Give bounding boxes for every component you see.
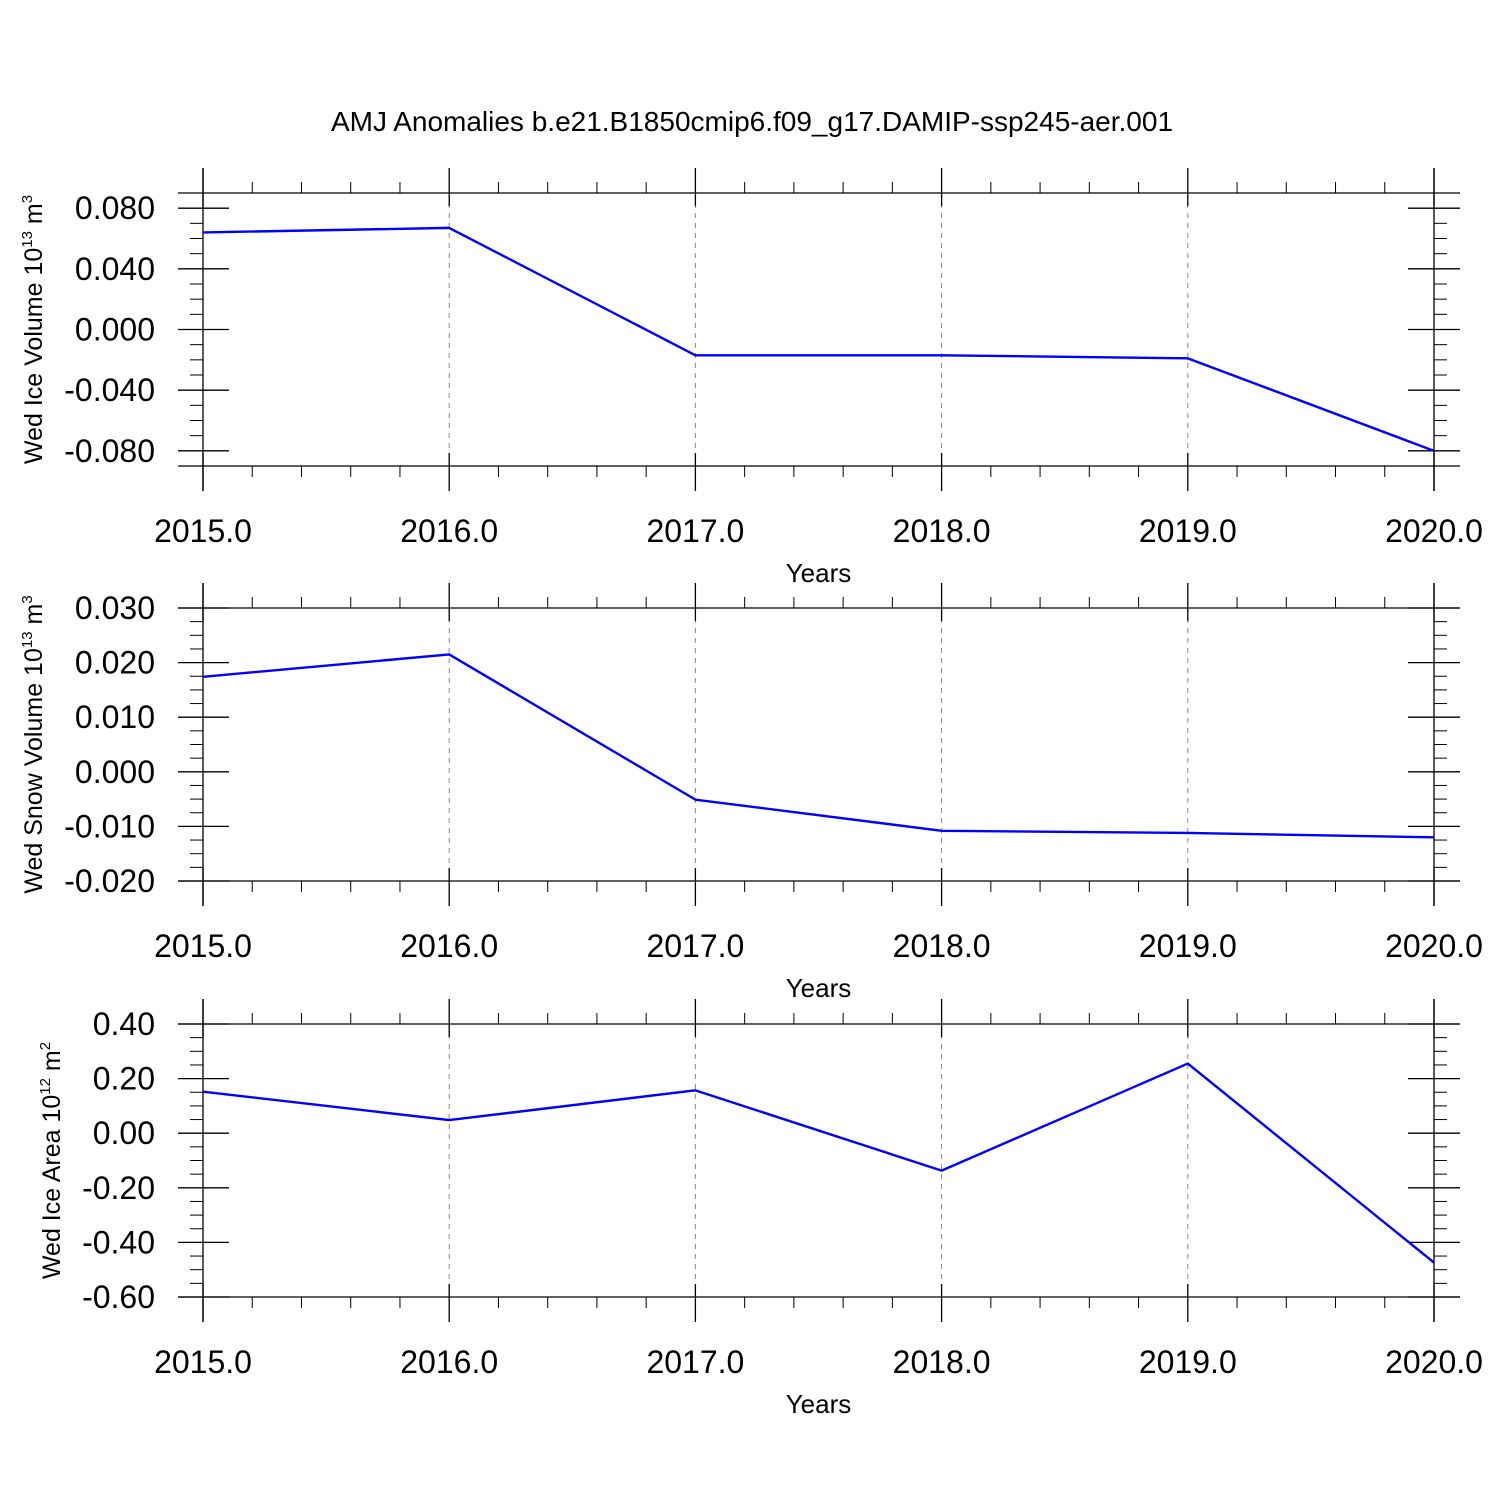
- x-tick-label: 2018.0: [893, 513, 991, 549]
- series-line: [202, 1062, 1435, 1264]
- series-line: [202, 226, 1435, 452]
- y-tick-label: -0.40: [82, 1224, 155, 1260]
- y-tick-label: -0.080: [64, 433, 155, 469]
- y-tick-label: 0.000: [75, 312, 155, 348]
- y-tick-label: 0.00: [93, 1115, 155, 1151]
- y-axis-title: Wed Snow Volume 1013 m3: [19, 595, 48, 893]
- x-tick-label: 2016.0: [400, 1344, 498, 1380]
- x-tick-label: 2020.0: [1385, 513, 1483, 549]
- y-tick-label: -0.20: [82, 1170, 155, 1206]
- x-tick-label: 2016.0: [400, 513, 498, 549]
- panel-3: 0.40 0.20 0.00 -0.20 -0.40 -0.60 2015.0 2016.0 2…: [37, 999, 1483, 1419]
- y-tick-label: 0.40: [93, 1006, 155, 1042]
- x-tick-label: 2017.0: [646, 513, 744, 549]
- y-tick-label: 0.030: [75, 590, 155, 626]
- y-tick-label: 0.080: [75, 190, 155, 226]
- figure-title: AMJ Anomalies b.e21.B1850cmip6.f09_g17.D…: [331, 106, 1173, 137]
- panels: 0.080 0.040 0.000 -0.040 -0.080 2015.0 2016.0 2…: [19, 168, 1483, 1419]
- x-tick-label: 2016.0: [400, 928, 498, 964]
- panel-2: 0.030 0.020 0.010 0.000 -0.010 -0.020 2015.0 20…: [19, 583, 1483, 1003]
- y-tick-label: -0.040: [64, 372, 155, 408]
- x-tick-label: 2018.0: [893, 928, 991, 964]
- x-axis-title: Years: [786, 973, 852, 1003]
- y-tick-label: -0.020: [64, 863, 155, 899]
- x-tick-label: 2019.0: [1139, 1344, 1237, 1380]
- y-tick-label: -0.010: [64, 808, 155, 844]
- y-tick-label: 0.000: [75, 754, 155, 790]
- x-tick-label: 2020.0: [1385, 928, 1483, 964]
- x-tick-label: 2020.0: [1385, 1344, 1483, 1380]
- x-tick-label: 2018.0: [893, 1344, 991, 1380]
- y-tick-label: 0.020: [75, 645, 155, 681]
- panel-1: 0.080 0.040 0.000 -0.040 -0.080 2015.0 2016.0 2…: [19, 168, 1483, 588]
- y-axis-title: Wed Ice Area 1012 m2: [37, 1042, 66, 1279]
- x-tick-label: 2015.0: [154, 513, 252, 549]
- y-tick-label: -0.60: [82, 1279, 155, 1315]
- x-tick-label: 2019.0: [1139, 513, 1237, 549]
- x-tick-label: 2015.0: [154, 928, 252, 964]
- y-axis-title: Wed Ice Volume 1013 m3: [19, 195, 48, 464]
- x-axis-title: Years: [786, 1389, 852, 1419]
- y-tick-label: 0.20: [93, 1061, 155, 1097]
- x-tick-label: 2017.0: [646, 928, 744, 964]
- x-tick-label: 2017.0: [646, 1344, 744, 1380]
- y-tick-label: 0.010: [75, 699, 155, 735]
- x-axis-title: Years: [786, 558, 852, 588]
- y-tick-label: 0.040: [75, 251, 155, 287]
- x-tick-label: 2019.0: [1139, 928, 1237, 964]
- series-line: [202, 653, 1435, 839]
- x-tick-label: 2015.0: [154, 1344, 252, 1380]
